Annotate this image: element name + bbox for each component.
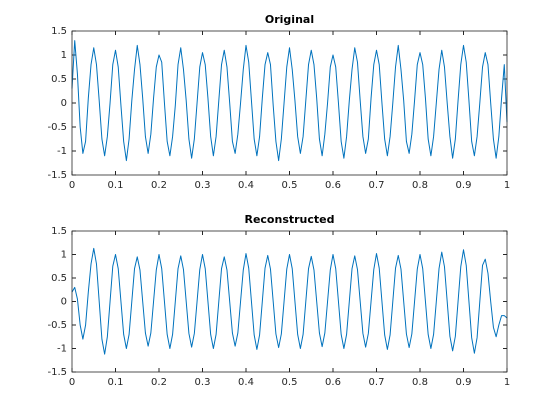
y-tick-label: 1 xyxy=(61,50,67,61)
y-tick-label: -1.5 xyxy=(47,170,67,181)
y-tick-label: -0.5 xyxy=(47,122,67,133)
x-tick-label: 0.5 xyxy=(282,377,298,388)
chart-title: Original xyxy=(265,13,314,26)
chart-title: Reconstructed xyxy=(244,213,334,226)
y-tick-label: 0 xyxy=(61,297,67,308)
x-tick-label: 0.1 xyxy=(108,377,124,388)
y-tick-label: -0.5 xyxy=(47,320,67,331)
x-tick-label: 0 xyxy=(69,180,75,191)
x-tick-label: 0.4 xyxy=(238,377,254,388)
x-tick-label: 0.7 xyxy=(369,377,385,388)
x-tick-label: 0.7 xyxy=(369,180,385,191)
y-tick-label: 0.5 xyxy=(51,74,67,85)
y-tick-label: 0 xyxy=(61,98,67,109)
x-tick-label: 0.9 xyxy=(456,180,472,191)
x-tick-label: 0 xyxy=(69,377,75,388)
y-tick-label: 0.5 xyxy=(51,273,67,284)
x-tick-label: 0.6 xyxy=(325,377,341,388)
x-tick-label: 0.2 xyxy=(151,377,167,388)
x-tick-label: 0.8 xyxy=(412,377,428,388)
signal-line xyxy=(71,40,508,162)
x-tick-label: 0.5 xyxy=(282,180,298,191)
y-tick-label: -1.5 xyxy=(47,367,67,378)
x-tick-label: 0.3 xyxy=(195,377,211,388)
y-tick-label: -1 xyxy=(57,146,67,157)
x-tick-label: 0.4 xyxy=(238,180,254,191)
y-tick-label: -1 xyxy=(57,344,67,355)
axes-box xyxy=(71,30,508,176)
x-tick-label: 0.6 xyxy=(325,180,341,191)
x-tick-label: 0.8 xyxy=(412,180,428,191)
y-tick-label: 1 xyxy=(61,250,67,261)
axes-box xyxy=(71,230,508,373)
x-tick-label: 0.9 xyxy=(456,377,472,388)
y-tick-label: 1.5 xyxy=(51,226,67,237)
x-tick-label: 0.1 xyxy=(108,180,124,191)
signal-line xyxy=(71,247,508,355)
y-tick-label: 1.5 xyxy=(51,26,67,37)
x-tick-label: 0.3 xyxy=(195,180,211,191)
x-tick-label: 1 xyxy=(504,180,510,191)
x-tick-label: 1 xyxy=(504,377,510,388)
axes-background xyxy=(72,31,507,175)
x-tick-label: 0.2 xyxy=(151,180,167,191)
